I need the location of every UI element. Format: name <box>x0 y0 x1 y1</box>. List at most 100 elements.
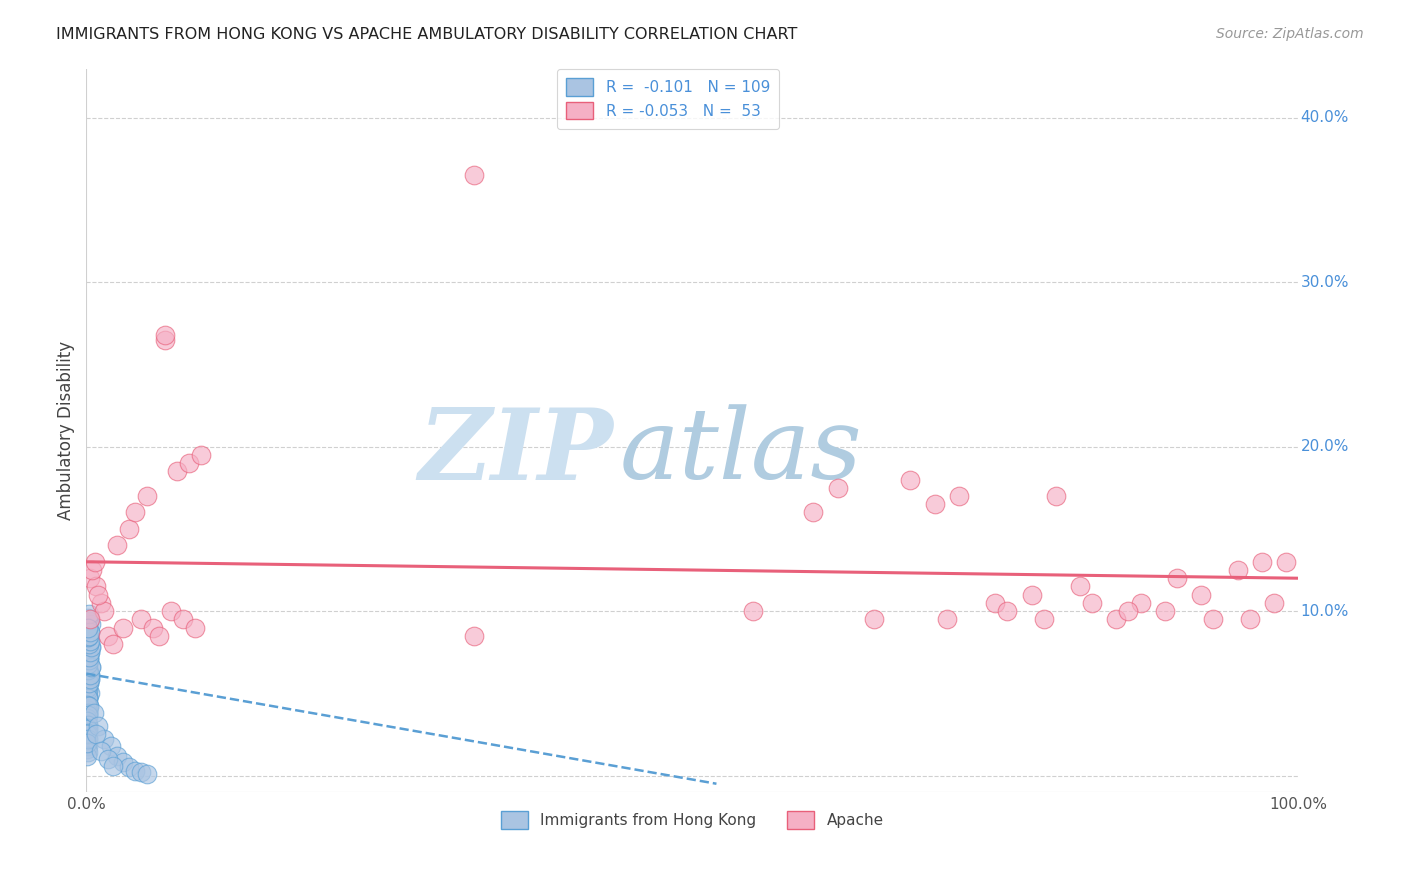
Point <box>741 604 763 618</box>
Point <box>118 522 141 536</box>
Point <box>105 748 128 763</box>
Point <box>76 698 98 712</box>
Point <box>935 612 957 626</box>
Point <box>79 625 101 640</box>
Point <box>1118 604 1140 618</box>
Point <box>76 681 98 696</box>
Point <box>76 698 98 712</box>
Point <box>79 672 101 686</box>
Point <box>76 727 98 741</box>
Point <box>76 746 98 760</box>
Point <box>77 650 100 665</box>
Point <box>77 670 100 684</box>
Point <box>118 760 141 774</box>
Point <box>97 752 120 766</box>
Point <box>77 676 100 690</box>
Point <box>79 625 101 640</box>
Point <box>1129 596 1152 610</box>
Point <box>76 670 98 684</box>
Point <box>79 645 101 659</box>
Point <box>76 662 98 676</box>
Point <box>76 663 98 677</box>
Text: 20.0%: 20.0% <box>1301 439 1348 454</box>
Point <box>84 727 107 741</box>
Point <box>76 714 98 729</box>
Point <box>135 767 157 781</box>
Point <box>79 645 101 659</box>
Point <box>77 631 100 645</box>
Point <box>77 706 100 720</box>
Point <box>76 748 98 763</box>
Point <box>76 721 98 735</box>
Point <box>77 653 100 667</box>
Point <box>77 723 100 737</box>
Point <box>76 683 98 698</box>
Point <box>76 663 98 677</box>
Point <box>77 706 100 720</box>
Point <box>76 673 98 688</box>
Point <box>995 604 1018 618</box>
Point <box>79 612 101 626</box>
Point <box>463 169 485 183</box>
Point <box>898 473 921 487</box>
Point <box>77 629 100 643</box>
Point <box>84 579 107 593</box>
Point <box>100 739 122 753</box>
Point <box>77 690 100 704</box>
Point <box>863 612 886 626</box>
Point <box>83 555 105 569</box>
Point <box>129 765 152 780</box>
Point <box>76 711 98 725</box>
Point <box>77 691 100 706</box>
Point <box>803 505 825 519</box>
Point <box>172 612 194 626</box>
Point <box>77 676 100 690</box>
Point <box>948 489 970 503</box>
Point <box>77 610 100 624</box>
Point <box>1045 489 1067 503</box>
Point <box>463 629 485 643</box>
Point <box>1250 555 1272 569</box>
Point <box>1166 571 1188 585</box>
Point <box>76 717 98 731</box>
Point <box>135 489 157 503</box>
Point <box>77 699 100 714</box>
Text: Source: ZipAtlas.com: Source: ZipAtlas.com <box>1216 27 1364 41</box>
Point <box>77 621 100 635</box>
Point <box>76 690 98 704</box>
Point <box>76 703 98 717</box>
Point <box>83 706 105 720</box>
Point <box>76 678 98 692</box>
Point <box>190 448 212 462</box>
Point <box>101 637 124 651</box>
Point <box>80 640 103 655</box>
Point <box>166 464 188 478</box>
Point <box>148 629 170 643</box>
Text: 10.0%: 10.0% <box>1301 604 1348 618</box>
Point <box>129 612 152 626</box>
Point <box>79 633 101 648</box>
Point <box>79 686 101 700</box>
Point <box>77 607 100 622</box>
Point <box>76 725 98 739</box>
Point <box>77 657 100 671</box>
Text: ZIP: ZIP <box>419 404 613 500</box>
Point <box>924 497 946 511</box>
Point <box>93 604 115 618</box>
Point <box>77 723 100 737</box>
Point <box>90 596 112 610</box>
Point <box>79 668 101 682</box>
Y-axis label: Ambulatory Disability: Ambulatory Disability <box>58 341 75 520</box>
Point <box>77 614 100 628</box>
Text: atlas: atlas <box>620 404 862 500</box>
Point <box>77 666 100 681</box>
Point <box>76 736 98 750</box>
Point <box>1202 612 1225 626</box>
Text: 30.0%: 30.0% <box>1301 275 1350 290</box>
Point <box>1275 555 1298 569</box>
Point <box>77 629 100 643</box>
Point <box>111 621 134 635</box>
Point <box>1021 588 1043 602</box>
Point <box>76 686 98 700</box>
Point <box>77 699 100 714</box>
